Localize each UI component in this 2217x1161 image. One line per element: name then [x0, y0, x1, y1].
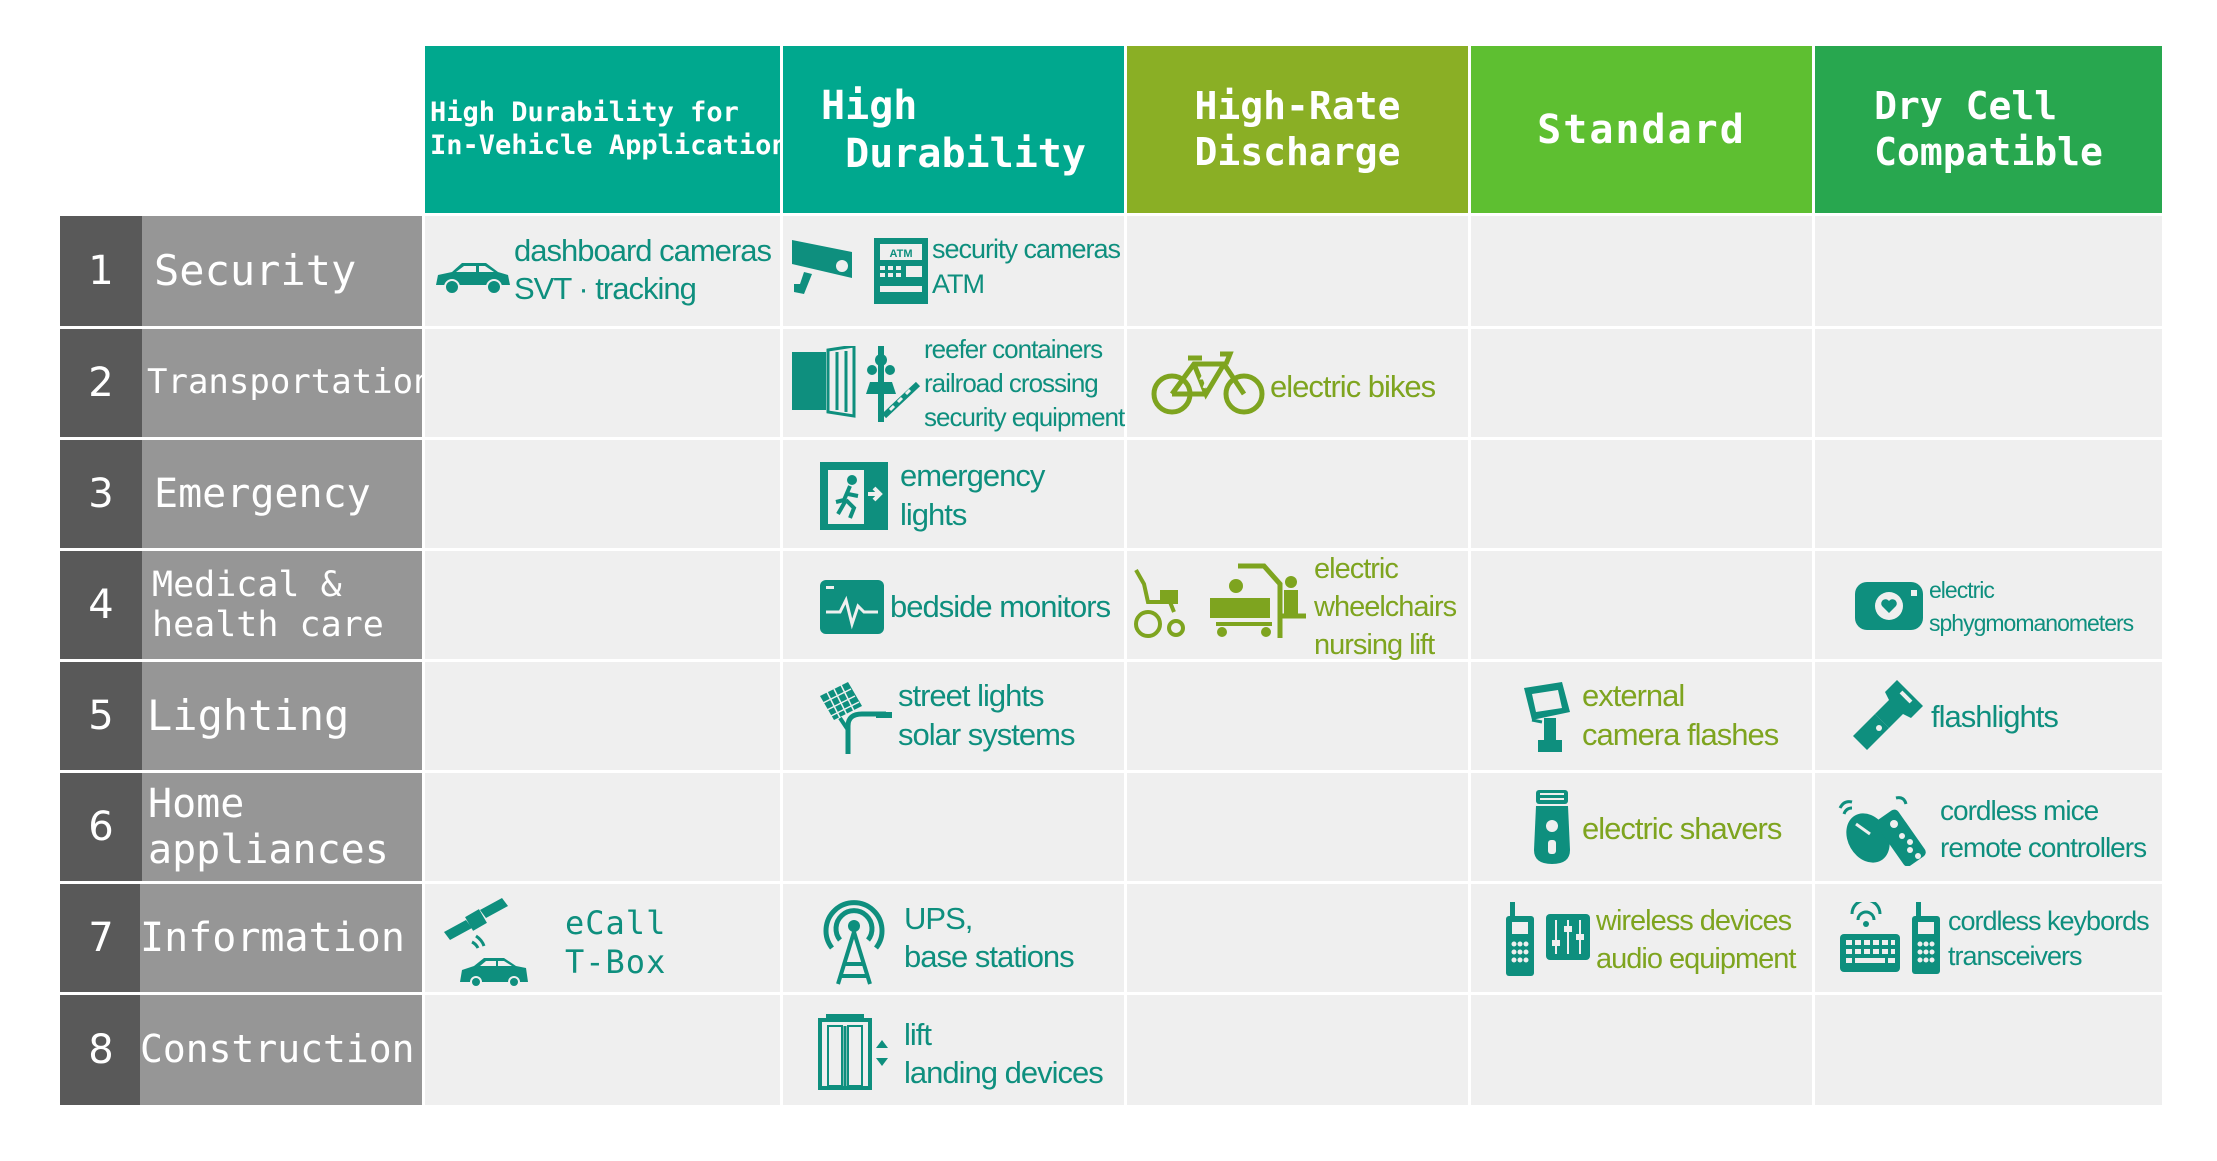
column-header-high-durability: High Durability — [783, 46, 1124, 213]
app-label: electric wheelchairs nursing lift — [1314, 553, 1457, 661]
column-header-label: Dry Cell Compatible — [1874, 83, 2103, 174]
electric-shaver-icon — [1534, 790, 1570, 864]
app-label: electric sphygmomanometers — [1929, 577, 2134, 636]
cell — [425, 440, 780, 548]
container-railroad-crossing-icon — [792, 346, 920, 422]
cell — [1127, 216, 1468, 326]
cell — [1127, 773, 1468, 881]
cell — [425, 995, 780, 1105]
emergency-exit-icon — [820, 462, 888, 530]
cell — [1815, 440, 2162, 548]
cell — [1471, 329, 1812, 437]
keyboard-radio-icon — [1840, 902, 1940, 974]
cell — [425, 551, 780, 659]
satellite-car-icon — [444, 898, 528, 986]
row-number: 6 — [60, 773, 142, 881]
cell — [1127, 440, 1468, 548]
cell — [1815, 995, 2162, 1105]
app-label: electric bikes — [1270, 369, 1436, 404]
row-label-lighting: Lighting — [142, 662, 422, 770]
cell — [1471, 773, 1812, 881]
app-label: street lights solar systems — [898, 678, 1075, 752]
app-label: lift landing devices — [904, 1017, 1104, 1090]
app-label: UPS, base stations — [904, 901, 1075, 974]
solar-street-light-icon — [820, 682, 892, 754]
camera-flash-icon — [1524, 682, 1570, 752]
column-header-label: Standard — [1537, 106, 1746, 153]
app-label: security cameras ATM — [932, 234, 1121, 299]
cell — [1471, 440, 1812, 548]
radio-mixer-icon — [1506, 902, 1590, 976]
app-label: eCall T-Box — [565, 904, 667, 981]
security-camera-atm-icon: ATM — [792, 238, 928, 304]
elevator-icon — [818, 1014, 888, 1090]
row-number: 2 — [60, 329, 142, 437]
column-header-dry-cell: Dry Cell Compatible — [1815, 46, 2162, 213]
wheelchair-nursing-lift-icon — [1134, 563, 1306, 638]
antenna-tower-icon — [823, 900, 885, 985]
row-label-transportation: Transportation — [142, 329, 434, 437]
row-number: 7 — [60, 884, 142, 992]
cell — [425, 662, 780, 770]
cell — [1815, 662, 2162, 770]
app-label: dashboard cameras SVT · tracking — [514, 233, 772, 306]
cell — [1127, 995, 1468, 1105]
row-number: 8 — [60, 995, 142, 1105]
row-number: 5 — [60, 662, 142, 770]
cell — [1471, 662, 1812, 770]
cell — [1815, 329, 2162, 437]
car-icon — [436, 263, 510, 295]
column-header-label: High Durability — [821, 82, 1086, 177]
cell — [1815, 216, 2162, 326]
column-header-label: High Durability for In-Vehicle Applicati… — [430, 97, 804, 161]
app-label: flashlights — [1931, 699, 2059, 734]
cell — [425, 329, 780, 437]
app-label: emergency lights — [900, 458, 1045, 532]
column-header-label: High-Rate Discharge — [1194, 83, 1401, 174]
cell — [783, 773, 1124, 881]
cell — [1471, 551, 1812, 659]
mouse-remote-icon — [1838, 796, 1926, 866]
app-label: wireless devices audio equipment — [1596, 905, 1796, 975]
column-header-in-vehicle: High Durability for In-Vehicle Applicati… — [425, 46, 804, 213]
app-label: cordless keybords transceivers — [1948, 906, 2150, 971]
row-label-construction: Construction — [140, 995, 422, 1105]
app-label: external camera flashes — [1582, 678, 1779, 752]
cell — [1471, 995, 1812, 1105]
column-header-high-rate-discharge: High-Rate Discharge — [1127, 46, 1468, 213]
heart-monitor-icon — [820, 580, 884, 634]
row-label-information: Information — [140, 884, 422, 992]
app-label: bedside monitors — [890, 589, 1111, 624]
row-label-medical: Medical & health care — [142, 551, 422, 659]
svg-text:ATM: ATM — [889, 248, 912, 260]
cell — [1127, 662, 1468, 770]
row-number: 4 — [60, 551, 142, 659]
cell — [425, 773, 780, 881]
cell — [1471, 216, 1812, 326]
electric-bike-icon — [1151, 351, 1265, 415]
app-label: electric shavers — [1582, 811, 1782, 846]
cell — [1127, 884, 1468, 992]
column-header-standard: Standard — [1471, 46, 1812, 213]
row-number: 3 — [60, 440, 142, 548]
row-label-home-appliances: Home appliances — [142, 773, 422, 881]
row-label-emergency: Emergency — [142, 440, 422, 548]
row-number: 1 — [60, 216, 142, 326]
flashlight-icon — [1853, 680, 1923, 750]
row-label-security: Security — [142, 216, 422, 326]
blood-pressure-monitor-icon — [1855, 582, 1923, 630]
app-label: reefer containers railroad crossing secu… — [924, 334, 1125, 432]
app-label: cordless mice remote controllers — [1940, 795, 2147, 863]
